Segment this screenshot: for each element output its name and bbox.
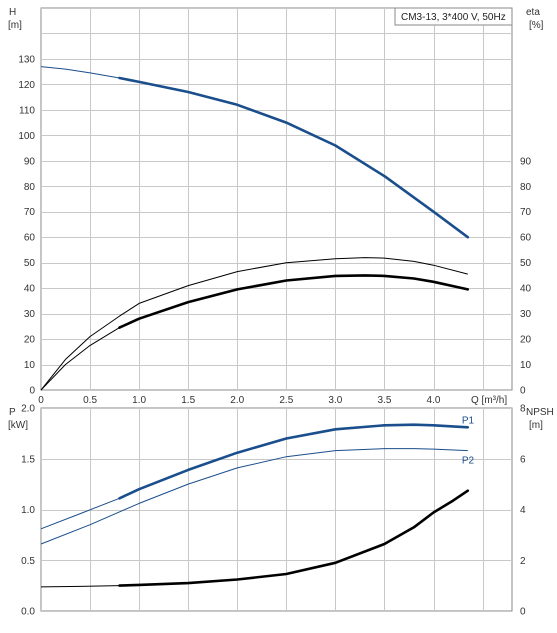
bottom-left-tick-label: 1.0 <box>21 505 35 516</box>
top-left-tick-label: 130 <box>18 54 35 65</box>
x-tick-label: 3.5 <box>377 395 391 406</box>
top-left-tick-label: 10 <box>24 360 36 371</box>
top-left-tick-label: 60 <box>24 233 36 244</box>
x-tick-label: 1.5 <box>181 395 195 406</box>
x-tick-label: 3.0 <box>328 395 342 406</box>
x-tick-label: 0.5 <box>83 395 97 406</box>
top-right-tick-label: 90 <box>520 156 532 167</box>
top-right-tick-label: 60 <box>520 233 532 244</box>
top-right-tick-label: 0 <box>520 386 526 397</box>
top-left-tick-label: 90 <box>24 156 36 167</box>
bottom-series-label: P2 <box>462 456 475 467</box>
top-series-2-line <box>40 327 120 391</box>
bottom-plot-area <box>40 407 513 612</box>
top-series-1-line <box>40 257 468 391</box>
top-right-tick-label: 30 <box>520 309 532 320</box>
bottom-right-tick-label: 2 <box>520 556 526 567</box>
bottom-left-tick-label: 0.5 <box>21 556 35 567</box>
top-right-tick-label: 40 <box>520 284 532 295</box>
top-left-tick-label: 120 <box>18 80 35 91</box>
bottom-right-axis-title: NPSH <box>526 407 554 418</box>
top-right-tick-label: 50 <box>520 258 532 269</box>
bottom-left-tick-label: 1.5 <box>21 454 35 465</box>
bottom-right-tick-label: 6 <box>520 454 526 465</box>
bottom-left-tick-label: 2.0 <box>21 404 35 415</box>
top-left-tick-label: 40 <box>24 284 36 295</box>
top-right-axis-title: eta <box>526 7 540 18</box>
bottom-panel: 0.0 0.5 1.0 1.5 2.0 0 2 4 6 8 P [kW] NPSH [m] P1 P2 <box>8 404 554 618</box>
bottom-series-2-line <box>40 585 120 588</box>
bottom-right-tick-label: 4 <box>520 505 526 516</box>
top-left-tick-label: 0 <box>29 386 35 397</box>
top-left-tick-label: 50 <box>24 258 36 269</box>
top-series-0-line <box>40 66 120 79</box>
top-right-tick-label: 10 <box>520 360 532 371</box>
x-axis-label: Q [m³/h] <box>471 395 507 406</box>
x-tick-label: 4.0 <box>427 395 441 406</box>
x-tick-label: 2.5 <box>279 395 293 406</box>
top-left-tick-label: 30 <box>24 309 36 320</box>
bottom-right-axis-unit: [m] <box>529 420 543 431</box>
top-left-tick-label: 20 <box>24 335 36 346</box>
bottom-left-tick-label: 0.0 <box>21 607 35 618</box>
bottom-right-tick-label: 0 <box>520 607 526 618</box>
bottom-series-0-operating-range <box>118 423 470 500</box>
top-series-0-operating-range <box>118 76 470 239</box>
bottom-right-tick-label: 8 <box>520 404 526 415</box>
top-right-tick-label: 80 <box>520 182 532 193</box>
x-tick-label: 0 <box>38 395 44 406</box>
top-left-tick-label: 70 <box>24 207 36 218</box>
bottom-series-2-operating-range <box>118 489 470 587</box>
top-right-tick-label: 20 <box>520 335 532 346</box>
x-tick-label: 2.0 <box>230 395 244 406</box>
bottom-left-axis-title: P <box>9 407 16 418</box>
bottom-series-label: P1 <box>462 415 475 426</box>
top-left-tick-label: 110 <box>19 105 35 116</box>
bottom-series-1-line <box>40 448 468 545</box>
top-panel: 0 10 20 30 40 50 60 70 80 90 100 110 120 130 0 10 20 30 40… <box>8 7 544 406</box>
bottom-series-0-line <box>40 497 120 530</box>
top-left-tick-label: 80 <box>24 182 36 193</box>
top-left-axis-unit: [m] <box>8 20 22 31</box>
top-series-2-operating-range <box>118 274 470 329</box>
legend-label: CM3-13, 3*400 V, 50Hz <box>401 12 506 23</box>
x-tick-label: 1.0 <box>132 395 146 406</box>
bottom-left-axis-unit: [kW] <box>8 420 28 431</box>
top-left-axis-title: H <box>9 7 16 18</box>
legend-box <box>394 7 513 26</box>
top-right-tick-label: 70 <box>520 207 532 218</box>
top-right-axis-unit: [%] <box>529 20 544 31</box>
top-left-tick-label: 100 <box>18 131 35 142</box>
